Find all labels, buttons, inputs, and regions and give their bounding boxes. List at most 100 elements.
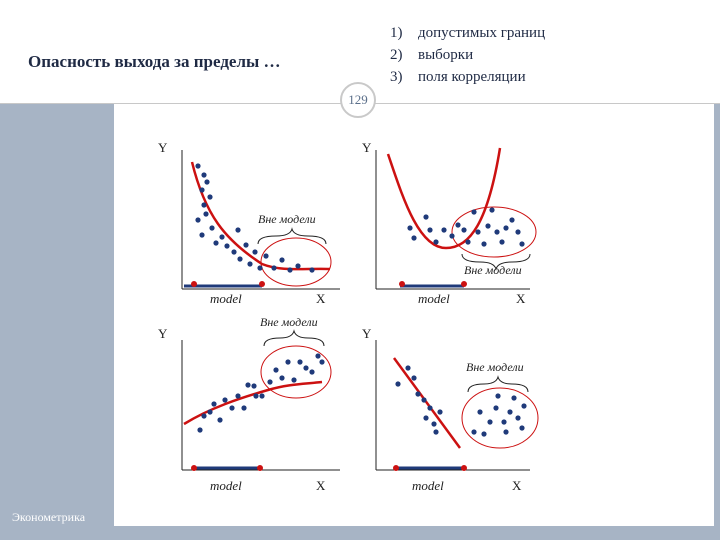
data-point	[471, 429, 477, 435]
outside-model-brace	[263, 329, 325, 347]
data-point	[245, 382, 251, 388]
model-label: model	[412, 478, 444, 493]
data-point	[309, 369, 315, 375]
data-point	[427, 405, 433, 411]
x-axis-label: X	[316, 478, 326, 493]
data-point	[279, 375, 285, 381]
data-point	[217, 417, 223, 423]
data-point	[515, 229, 521, 235]
data-point	[222, 397, 228, 403]
data-point	[395, 381, 401, 387]
outside-model-brace	[467, 375, 529, 393]
data-point	[427, 227, 433, 233]
data-point	[465, 239, 471, 245]
data-point	[319, 359, 325, 365]
data-point	[431, 421, 437, 427]
outside-model-label: Вне модели	[466, 360, 524, 374]
data-point	[241, 405, 247, 411]
data-point	[515, 415, 521, 421]
model-range-start	[191, 465, 197, 471]
data-point	[252, 249, 258, 255]
data-point	[405, 365, 411, 371]
y-axis-label: Y	[158, 326, 168, 341]
data-point	[257, 265, 263, 271]
data-point	[204, 179, 210, 185]
data-point	[201, 202, 207, 208]
model-range-end	[257, 465, 263, 471]
data-point	[253, 393, 259, 399]
data-point	[201, 413, 207, 419]
footer-date: 08.02.2018	[612, 505, 680, 521]
data-point	[247, 261, 253, 267]
data-point	[315, 353, 321, 359]
outside-model-brace	[257, 227, 327, 245]
data-point	[433, 429, 439, 435]
data-point	[213, 240, 219, 246]
data-point	[471, 209, 477, 215]
model-label: model	[210, 291, 242, 306]
data-point	[285, 359, 291, 365]
data-point	[437, 409, 443, 415]
data-point	[263, 253, 269, 259]
data-point	[199, 187, 205, 193]
fit-curve	[386, 147, 502, 250]
data-point	[449, 233, 455, 239]
data-point	[511, 395, 517, 401]
data-point	[433, 239, 439, 245]
data-point	[207, 194, 213, 200]
numbered-list: 1) допустимых границ 2) выборки 3) поля кор…	[390, 22, 545, 88]
data-point	[209, 225, 215, 231]
data-point	[201, 172, 207, 178]
outlier-circle	[461, 387, 539, 449]
data-point	[477, 409, 483, 415]
data-point	[407, 225, 413, 231]
outlier-circle	[260, 237, 332, 287]
data-point	[309, 267, 315, 273]
data-point	[207, 409, 213, 415]
content-panel	[114, 104, 714, 526]
data-point	[475, 229, 481, 235]
page-number-badge: 129	[340, 82, 376, 118]
data-point	[295, 263, 301, 269]
panel-bottom-right: Y X model Вне модели	[362, 326, 539, 493]
data-point	[195, 217, 201, 223]
data-point	[259, 393, 265, 399]
data-point	[235, 393, 241, 399]
data-point	[509, 217, 515, 223]
data-point	[243, 242, 249, 248]
data-point	[229, 405, 235, 411]
list-item: 3) поля корреляции	[390, 69, 526, 85]
outside-model-label: Вне модели	[464, 263, 522, 277]
outlier-circle	[451, 206, 537, 258]
data-point	[441, 227, 447, 233]
data-point	[507, 409, 513, 415]
outside-model-label: Вне модели	[260, 315, 318, 329]
data-points	[407, 207, 525, 247]
data-points	[395, 365, 527, 437]
data-point	[489, 207, 495, 213]
model-label: model	[210, 478, 242, 493]
slide-title: Опасность выхода за пределы …	[28, 52, 281, 71]
data-point	[271, 265, 277, 271]
data-point	[291, 377, 297, 383]
data-point	[501, 419, 507, 425]
outside-model-brace	[461, 253, 531, 271]
data-points	[195, 163, 315, 273]
data-point	[455, 222, 461, 228]
model-range-end	[461, 281, 467, 287]
panel-bottom-left: Y X model Вне модели	[158, 315, 340, 493]
data-point	[519, 425, 525, 431]
y-axis-label: Y	[362, 140, 372, 155]
list-item: 1) допустимых границ	[390, 25, 546, 41]
model-label: model	[418, 291, 450, 306]
data-point	[423, 214, 429, 220]
data-point	[224, 243, 230, 249]
model-range-end	[259, 281, 265, 287]
data-point	[503, 225, 509, 231]
data-point	[487, 419, 493, 425]
data-point	[197, 427, 203, 433]
list-item: 2) выборки	[390, 47, 474, 63]
outside-model-label: Вне модели	[258, 212, 316, 226]
data-point	[493, 405, 499, 411]
